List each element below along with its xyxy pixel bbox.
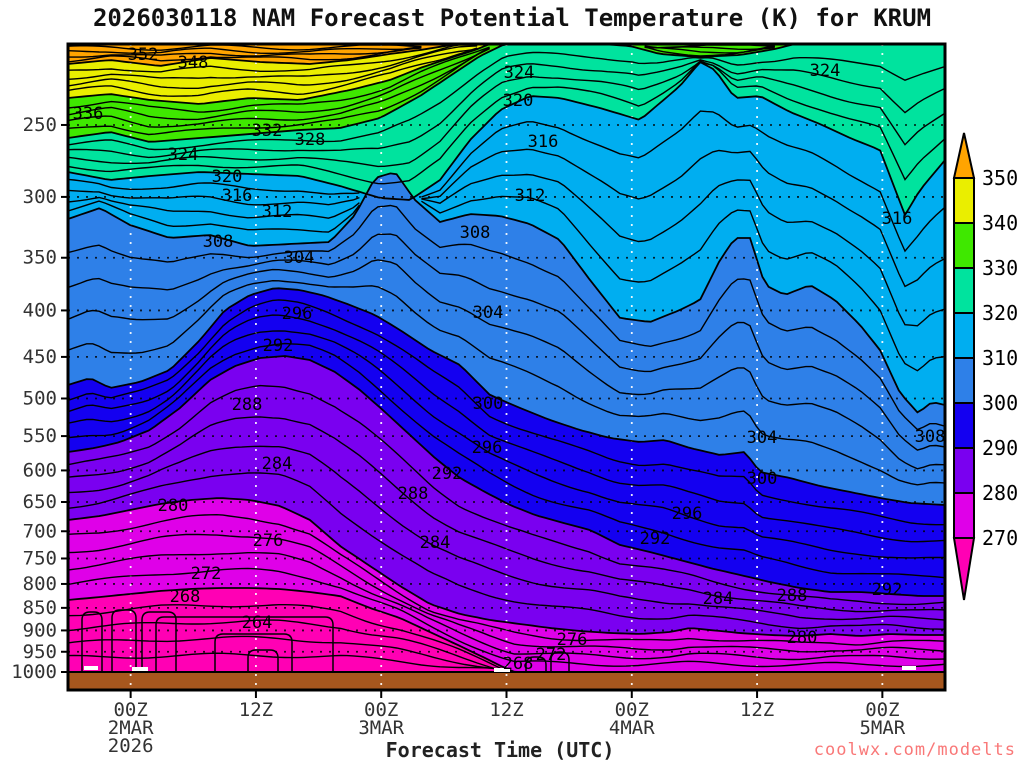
svg-text:296: 296 — [282, 304, 313, 324]
svg-text:336: 336 — [73, 104, 104, 124]
svg-text:5MAR: 5MAR — [859, 717, 905, 739]
svg-text:292: 292 — [432, 464, 463, 484]
svg-text:1000: 1000 — [11, 661, 57, 683]
svg-text:328: 328 — [295, 130, 326, 150]
svg-text:550: 550 — [23, 425, 57, 447]
svg-text:2026: 2026 — [108, 735, 154, 757]
svg-text:292: 292 — [263, 336, 294, 356]
svg-text:308: 308 — [460, 223, 491, 243]
watermark-link[interactable]: coolwx.com/modelts — [813, 740, 1016, 760]
svg-text:330: 330 — [982, 256, 1018, 280]
svg-text:316: 316 — [882, 209, 913, 229]
svg-text:304: 304 — [284, 248, 315, 268]
svg-text:304: 304 — [747, 428, 778, 448]
svg-text:348: 348 — [178, 53, 209, 73]
axes: 2503003504004505005506006507007508008509… — [11, 42, 947, 757]
svg-text:900: 900 — [23, 619, 57, 641]
svg-text:00Z: 00Z — [615, 699, 649, 721]
svg-text:324: 324 — [504, 63, 535, 83]
svg-text:324: 324 — [810, 61, 841, 81]
svg-text:316: 316 — [222, 186, 253, 206]
svg-text:316: 316 — [528, 132, 559, 152]
svg-text:850: 850 — [23, 597, 57, 619]
svg-text:288: 288 — [232, 395, 263, 415]
contour-lines-intermediate — [67, 44, 946, 672]
svg-text:320: 320 — [982, 301, 1018, 325]
svg-text:450: 450 — [23, 346, 57, 368]
svg-text:312: 312 — [515, 186, 546, 206]
svg-text:800: 800 — [23, 573, 57, 595]
svg-text:272: 272 — [536, 645, 567, 665]
svg-text:300: 300 — [23, 186, 57, 208]
svg-text:272: 272 — [191, 564, 222, 584]
svg-text:280: 280 — [158, 496, 189, 516]
svg-text:12Z: 12Z — [740, 699, 774, 721]
svg-text:284: 284 — [420, 533, 451, 553]
svg-text:296: 296 — [472, 438, 503, 458]
svg-text:950: 950 — [23, 641, 57, 663]
x-axis-title: Forecast Time (UTC) — [385, 738, 615, 762]
svg-text:700: 700 — [23, 520, 57, 542]
svg-text:00Z: 00Z — [113, 699, 147, 721]
svg-text:290: 290 — [982, 436, 1018, 460]
svg-text:280: 280 — [787, 628, 818, 648]
svg-text:310: 310 — [982, 346, 1018, 370]
svg-text:268: 268 — [170, 587, 201, 607]
svg-text:320: 320 — [212, 167, 243, 187]
svg-text:320: 320 — [503, 91, 534, 111]
svg-text:300: 300 — [473, 394, 504, 414]
svg-text:2MAR: 2MAR — [108, 717, 154, 739]
svg-text:292: 292 — [872, 580, 903, 600]
svg-text:4MAR: 4MAR — [609, 717, 655, 739]
chart-title: 2026030118 NAM Forecast Potential Temper… — [92, 4, 932, 32]
svg-text:350: 350 — [982, 166, 1018, 190]
svg-text:270: 270 — [982, 526, 1018, 550]
svg-text:308: 308 — [203, 232, 234, 252]
svg-text:288: 288 — [777, 586, 808, 606]
svg-text:300: 300 — [982, 391, 1018, 415]
svg-text:400: 400 — [23, 299, 57, 321]
svg-text:264: 264 — [242, 613, 273, 633]
svg-text:00Z: 00Z — [865, 699, 899, 721]
svg-text:12Z: 12Z — [489, 699, 523, 721]
colorbar: 350 340 330 320 310 300 290 280 270 — [952, 132, 1018, 601]
svg-text:284: 284 — [262, 454, 293, 474]
svg-text:288: 288 — [398, 484, 429, 504]
svg-text:750: 750 — [23, 547, 57, 569]
svg-text:250: 250 — [23, 114, 57, 136]
svg-text:280: 280 — [982, 481, 1018, 505]
svg-text:350: 350 — [23, 247, 57, 269]
svg-text:3MAR: 3MAR — [358, 717, 404, 739]
svg-text:00Z: 00Z — [364, 699, 398, 721]
svg-text:600: 600 — [23, 459, 57, 481]
svg-text:500: 500 — [23, 387, 57, 409]
svg-text:296: 296 — [672, 504, 703, 524]
svg-text:312: 312 — [262, 202, 293, 222]
svg-text:650: 650 — [23, 491, 57, 513]
svg-text:268: 268 — [503, 654, 534, 674]
svg-text:300: 300 — [747, 469, 778, 489]
svg-text:292: 292 — [640, 529, 671, 549]
svg-text:340: 340 — [982, 211, 1018, 235]
svg-text:324: 324 — [168, 145, 199, 165]
svg-text:284: 284 — [703, 589, 734, 609]
svg-text:12Z: 12Z — [239, 699, 273, 721]
surface-cold-pool-contours — [81, 609, 916, 672]
svg-text:276: 276 — [557, 630, 588, 650]
svg-text:276: 276 — [253, 531, 284, 551]
svg-text:304: 304 — [473, 303, 504, 323]
svg-text:352: 352 — [128, 45, 159, 65]
svg-text:332: 332 — [252, 121, 283, 141]
svg-text:308: 308 — [915, 427, 946, 447]
